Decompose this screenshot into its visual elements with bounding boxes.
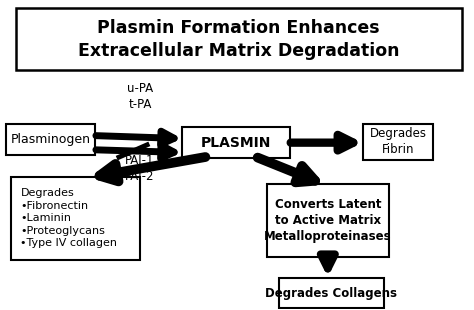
- Text: u-PA
t-PA: u-PA t-PA: [127, 82, 153, 111]
- Text: Degrades
Fibrin: Degrades Fibrin: [370, 127, 427, 156]
- FancyBboxPatch shape: [16, 8, 462, 70]
- FancyBboxPatch shape: [182, 127, 290, 158]
- FancyBboxPatch shape: [6, 124, 95, 155]
- Text: Degrades Collagens: Degrades Collagens: [265, 287, 397, 299]
- Text: Degrades
•Fibronectin
•Laminin
•Proteoglycans
•Type IV collagen: Degrades •Fibronectin •Laminin •Proteogl…: [20, 188, 118, 248]
- Text: PAI-1
PAI-2: PAI-1 PAI-2: [125, 154, 155, 184]
- FancyBboxPatch shape: [363, 124, 433, 160]
- Text: Plasmin Formation Enhances
Extracellular Matrix Degradation: Plasmin Formation Enhances Extracellular…: [78, 19, 400, 60]
- Text: Converts Latent
to Active Matrix
Metalloproteinases: Converts Latent to Active Matrix Metallo…: [264, 198, 392, 243]
- FancyBboxPatch shape: [11, 177, 140, 260]
- Text: PLASMIN: PLASMIN: [201, 136, 272, 150]
- FancyBboxPatch shape: [279, 278, 384, 308]
- Text: Plasminogen: Plasminogen: [11, 133, 91, 146]
- FancyBboxPatch shape: [267, 184, 389, 257]
